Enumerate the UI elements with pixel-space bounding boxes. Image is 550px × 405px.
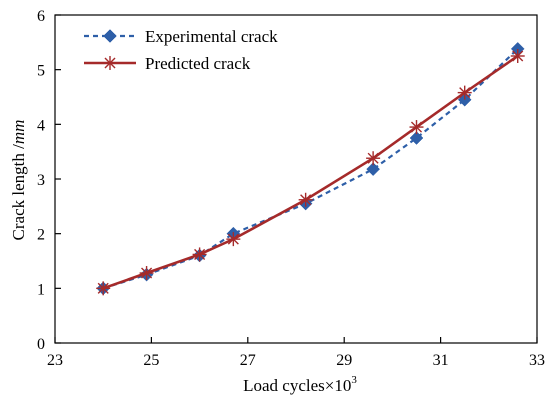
y-tick-label-4: 4	[37, 117, 45, 134]
series-1-point-8-stroke-3	[512, 50, 524, 62]
y-axis-label-text: Crack length /	[9, 144, 28, 241]
series-1-point-2-stroke-3	[194, 248, 206, 260]
series-1-point-6-stroke-3	[410, 121, 423, 133]
x-axis-label-superscript: 3	[351, 374, 357, 386]
x-tick-label-3: 29	[336, 352, 352, 369]
series-0-point-6	[409, 131, 424, 145]
x-tick-label-5: 33	[529, 352, 545, 369]
series-0-point-5	[366, 162, 380, 177]
legend: Experimental crack Predicted crack	[84, 27, 278, 73]
series-1-point-1-stroke-3	[141, 267, 153, 279]
y-axis-label: Crack length /mm	[9, 120, 28, 241]
y-tick-label-2: 2	[37, 227, 45, 244]
series-1-point-6	[409, 120, 424, 135]
y-tick-label-3: 3	[37, 172, 45, 189]
series-1-point-4	[298, 192, 313, 207]
legend-entry-0: Experimental crack	[84, 27, 278, 46]
y-tick-label-1: 1	[37, 281, 45, 298]
series-1-point-4-stroke-3	[300, 194, 312, 206]
legend-label-0: Experimental crack	[145, 27, 278, 46]
series-0	[96, 42, 525, 296]
series-1-line	[102, 54, 519, 290]
y-axis-label-unit: mm	[9, 120, 28, 145]
series-1-point-0-stroke-3	[97, 282, 109, 294]
legend-entry-1: Predicted crack	[84, 54, 251, 73]
legend-marker-0	[103, 29, 117, 43]
series-1-point-1	[139, 266, 154, 281]
x-axis-label: Load cycles×103	[243, 374, 357, 395]
series-layer	[96, 42, 525, 296]
x-axis-label-text: Load cycles×10	[243, 376, 351, 395]
series-1-point-5	[366, 151, 381, 166]
series-1-point-2	[192, 247, 207, 262]
series-1-point-3-stroke-3	[227, 233, 239, 245]
x-tick-label-2: 27	[240, 352, 256, 369]
series-1-point-0	[96, 281, 111, 296]
legend-marker-1	[103, 56, 117, 70]
x-tick-label-0: 23	[47, 352, 63, 369]
x-tick-label-4: 31	[433, 352, 449, 369]
legend-marker-1-stroke-3	[104, 57, 116, 69]
legend-label-1: Predicted crack	[145, 54, 251, 73]
series-1	[96, 49, 525, 296]
series-0-line	[102, 48, 519, 290]
series-1-point-3	[226, 232, 241, 247]
y-tick-label-6: 6	[37, 8, 45, 25]
y-tick-label-0: 0	[37, 336, 45, 353]
series-1-point-8	[510, 49, 525, 63]
series-1-point-7-stroke-3	[459, 87, 471, 99]
y-tick-label-5: 5	[37, 63, 45, 80]
series-1-point-5-stroke-3	[367, 152, 379, 164]
x-tick-label-1: 25	[143, 352, 159, 369]
series-1-point-7	[457, 85, 472, 100]
